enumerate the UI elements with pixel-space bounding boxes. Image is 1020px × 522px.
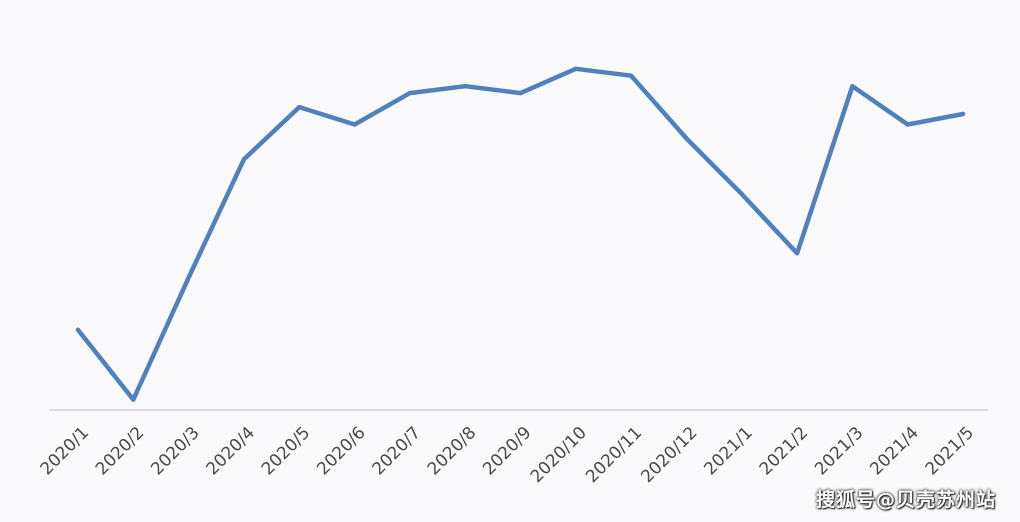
data-point: [795, 251, 800, 256]
data-point: [629, 73, 634, 78]
series-group: [75, 66, 966, 402]
data-point: [297, 105, 302, 110]
x-tick-label: 2021/3: [811, 423, 867, 479]
x-tick-label: 2020/9: [479, 423, 535, 479]
x-tick-label: 2021/1: [700, 423, 756, 479]
data-point: [518, 91, 523, 96]
data-point: [850, 84, 855, 89]
x-tick-label: 2020/1: [37, 423, 93, 479]
x-tick-label: 2021/5: [922, 423, 978, 479]
x-tick-label: 2020/6: [313, 423, 369, 479]
x-tick-label: 2020/4: [203, 423, 259, 479]
data-point: [739, 192, 744, 197]
data-point: [241, 157, 246, 162]
data-point: [407, 91, 412, 96]
x-tick-label: 2020/3: [147, 423, 203, 479]
data-point: [186, 275, 191, 280]
x-tick-label: 2021/4: [866, 423, 922, 479]
data-point: [905, 122, 910, 127]
x-tick-label: 2020/11: [582, 423, 646, 487]
data-point: [76, 327, 80, 332]
x-tick-label: 2020/10: [527, 423, 591, 487]
data-point: [352, 122, 357, 127]
x-tick-label: 2020/7: [369, 423, 425, 479]
data-point: [131, 397, 136, 402]
x-tick-label: 2021/2: [756, 423, 812, 479]
x-tick-labels: 2020/12020/22020/32020/42020/52020/62020…: [37, 423, 978, 487]
data-point: [684, 136, 689, 141]
data-point: [463, 84, 468, 89]
data-point: [961, 112, 965, 116]
x-tick-label: 2020/5: [258, 423, 314, 479]
data-point: [573, 66, 578, 71]
watermark-text: 搜狐号@贝壳苏州站: [815, 489, 996, 511]
x-tick-label: 2020/2: [92, 423, 148, 479]
x-tick-label: 2020/12: [637, 423, 701, 487]
x-tick-label: 2020/8: [424, 423, 480, 479]
series-line-0: [75, 66, 966, 402]
